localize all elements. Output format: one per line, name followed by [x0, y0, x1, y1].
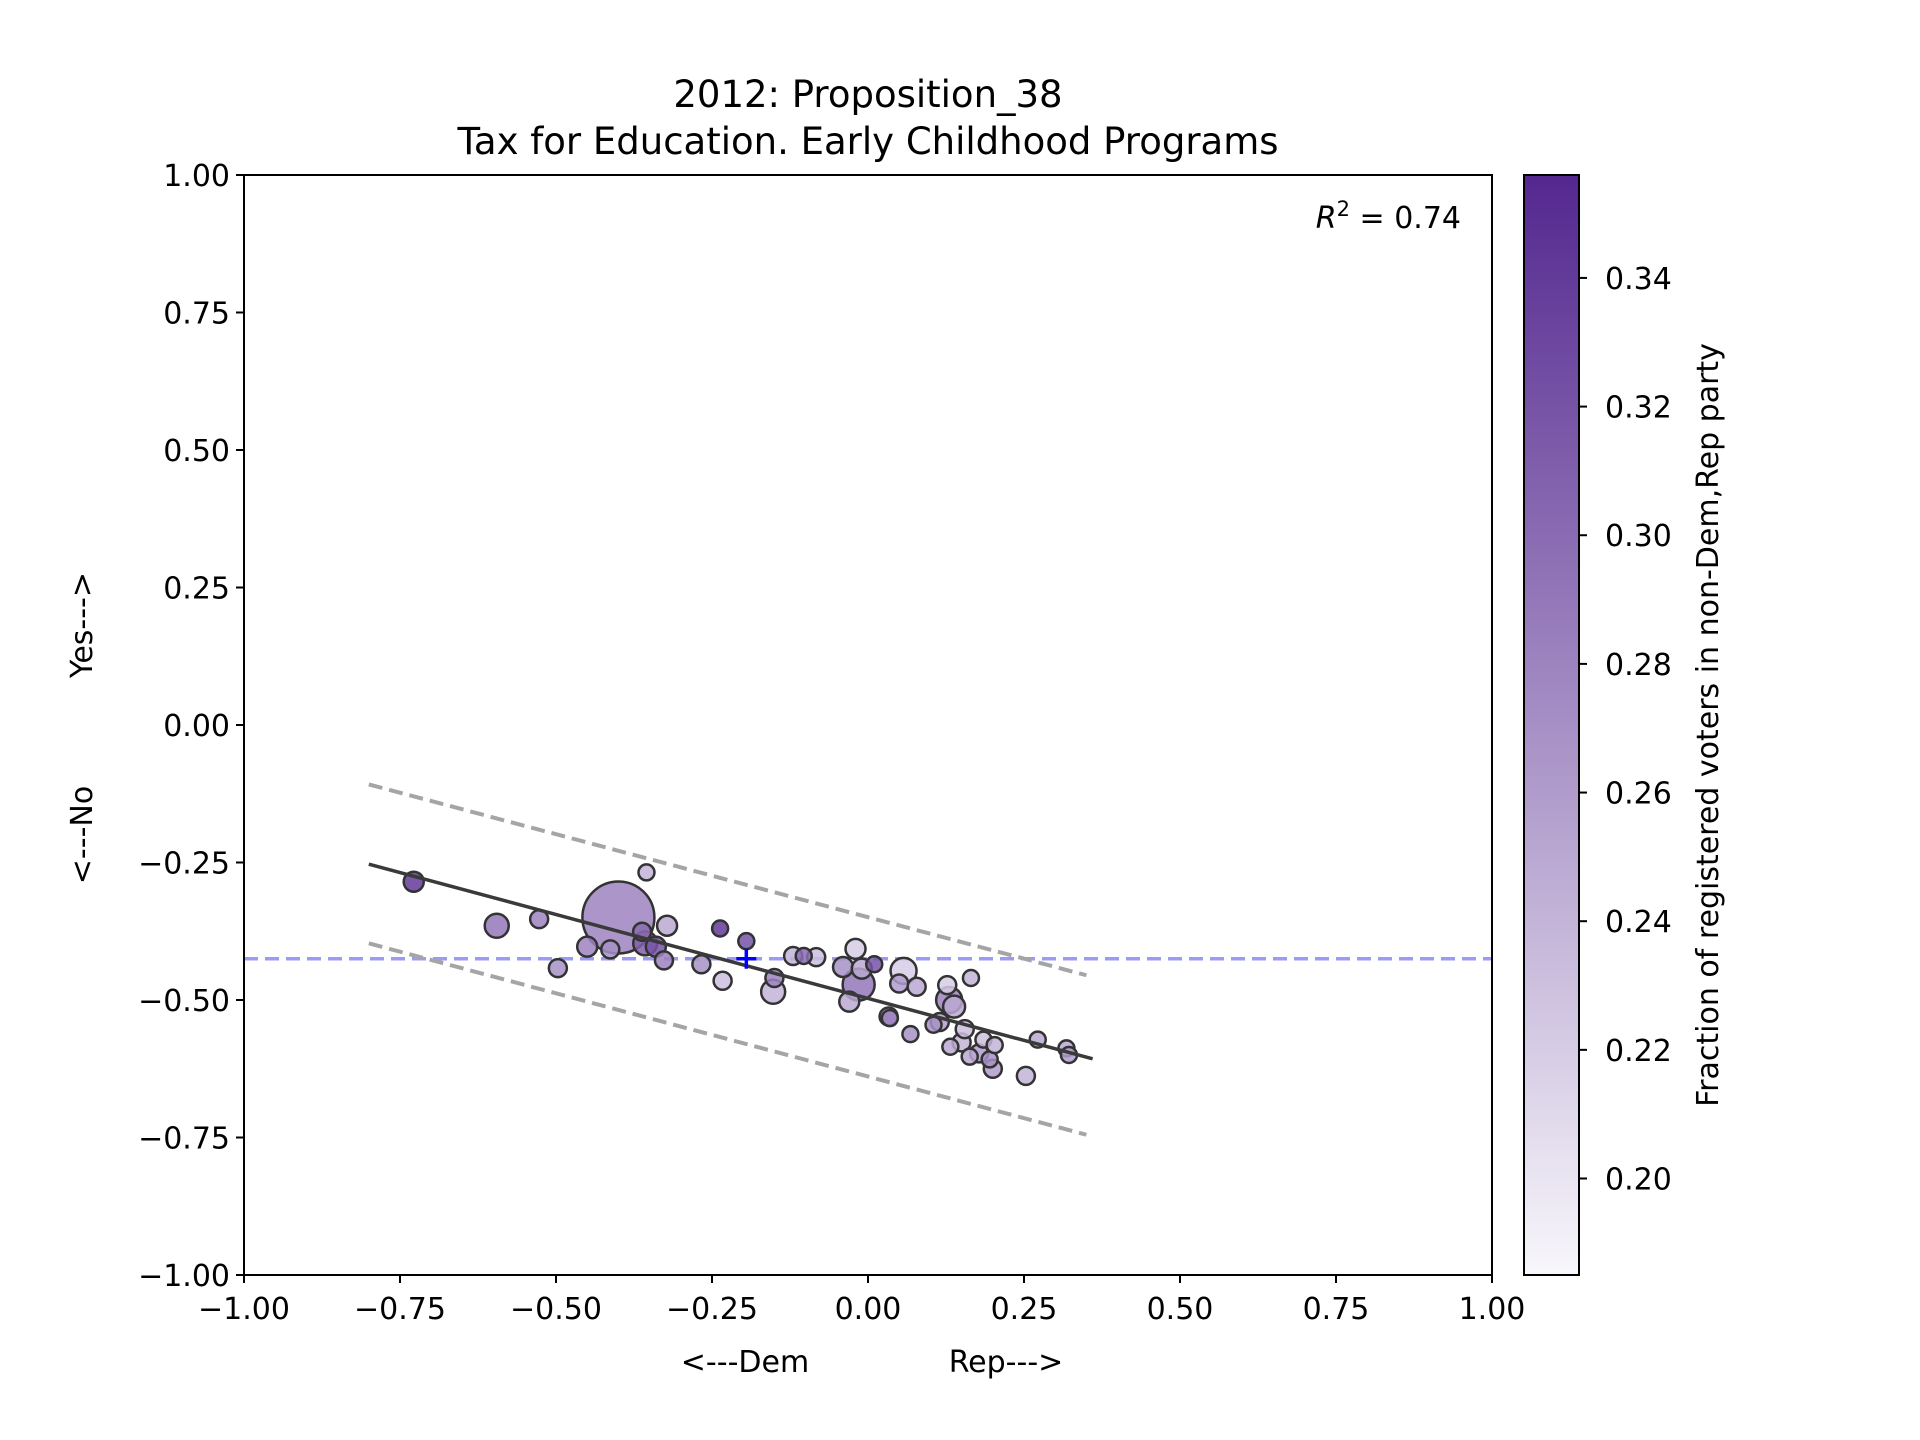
- chart-title: 2012: Proposition_38: [673, 73, 1062, 116]
- x-tick-label: 0.00: [835, 1292, 902, 1327]
- colorbar-tick-label: 0.24: [1605, 905, 1672, 940]
- colorbar-tick-label: 0.22: [1605, 1034, 1672, 1069]
- colorbar-tick-label: 0.26: [1605, 777, 1672, 812]
- colorbar-tick-label: 0.30: [1605, 519, 1672, 554]
- colorbar: [1523, 174, 1580, 1276]
- y-tick-label: −0.50: [138, 984, 230, 1019]
- plot-frame: [243, 174, 1493, 1276]
- r-squared-symbol: R: [1316, 201, 1337, 236]
- x-axis-label-dem: <---Dem: [681, 1345, 809, 1380]
- y-tick-label: −0.25: [138, 847, 230, 882]
- x-axis-label-rep: Rep--->: [949, 1345, 1064, 1380]
- y-tick-label: −1.00: [138, 1259, 230, 1294]
- x-tick-label: −0.50: [510, 1292, 602, 1327]
- data-point: [961, 968, 981, 988]
- data-point: [1015, 1065, 1037, 1087]
- data-point: [710, 919, 730, 938]
- x-tick-label: 0.25: [991, 1292, 1058, 1327]
- data-point: [547, 957, 569, 979]
- upper-band-line: [368, 782, 1087, 978]
- x-tick-label: 0.50: [1147, 1292, 1214, 1327]
- x-axis: −1.00 −0.75 −0.50 −0.25 0.00 0.25 0.50 0.75 1.00: [198, 1275, 1525, 1327]
- mean-marker: [736, 948, 757, 969]
- data-point: [794, 946, 813, 966]
- data-point: [844, 937, 867, 961]
- data-point: [864, 955, 884, 974]
- y-tick-label: 0.25: [163, 572, 230, 607]
- colorbar-label: Fraction of registered voters in non-Dem…: [1691, 343, 1726, 1107]
- y-tick-label: −0.75: [138, 1122, 230, 1157]
- y-tick-label: 1.00: [163, 159, 230, 194]
- data-point: [483, 912, 510, 939]
- y-axis-label-yes: Yes--->: [65, 572, 100, 679]
- r-squared-value: = 0.74: [1350, 201, 1461, 236]
- data-point: [888, 973, 910, 994]
- x-tick-label: −1.00: [198, 1292, 290, 1327]
- plot-area: [244, 782, 1492, 1137]
- r-squared-exponent: 2: [1337, 197, 1350, 221]
- data-point: [936, 974, 958, 996]
- data-point: [691, 954, 712, 975]
- colorbar-tick-label: 0.28: [1605, 648, 1672, 683]
- colorbar-tick-label: 0.34: [1605, 262, 1672, 297]
- data-point: [637, 863, 656, 882]
- data-point: [655, 914, 679, 937]
- y-tick-label: 0.75: [163, 297, 230, 332]
- fit-line: [368, 862, 1094, 1061]
- colorbar-axis: 0.20 0.22 0.24 0.26 0.28 0.30 0.32 0.34: [1579, 262, 1672, 1198]
- r-squared-annotation: R2 = 0.74: [1316, 197, 1461, 236]
- colorbar-tick-label: 0.20: [1605, 1163, 1672, 1198]
- y-axis: −1.00 −0.75 −0.50 −0.25 0.00 0.25 0.50 0.75 1.00: [138, 159, 244, 1294]
- x-tick-label: −0.25: [666, 1292, 758, 1327]
- data-point: [941, 1037, 960, 1056]
- colorbar-tick-label: 0.32: [1605, 391, 1672, 426]
- data-point: [600, 939, 621, 960]
- x-tick-label: 0.75: [1303, 1292, 1370, 1327]
- y-tick-label: 0.00: [163, 709, 230, 744]
- y-axis-label-no: <---No: [65, 786, 100, 884]
- data-point: [901, 1024, 920, 1044]
- data-point: [653, 950, 675, 971]
- x-tick-label: −0.75: [354, 1292, 446, 1327]
- data-point: [906, 976, 927, 998]
- y-tick-label: 0.50: [163, 434, 230, 469]
- x-tick-label: 1.00: [1459, 1292, 1526, 1327]
- data-point: [941, 994, 967, 1019]
- data-point: [831, 955, 855, 979]
- chart-subtitle: Tax for Education. Early Childhood Progr…: [456, 120, 1278, 163]
- lower-band-line: [368, 941, 1087, 1137]
- data-point: [960, 1047, 979, 1066]
- data-point: [985, 1035, 1004, 1055]
- data-point: [575, 935, 599, 958]
- data-point: [712, 970, 733, 991]
- data-point: [737, 931, 756, 951]
- data-point: [880, 1008, 900, 1028]
